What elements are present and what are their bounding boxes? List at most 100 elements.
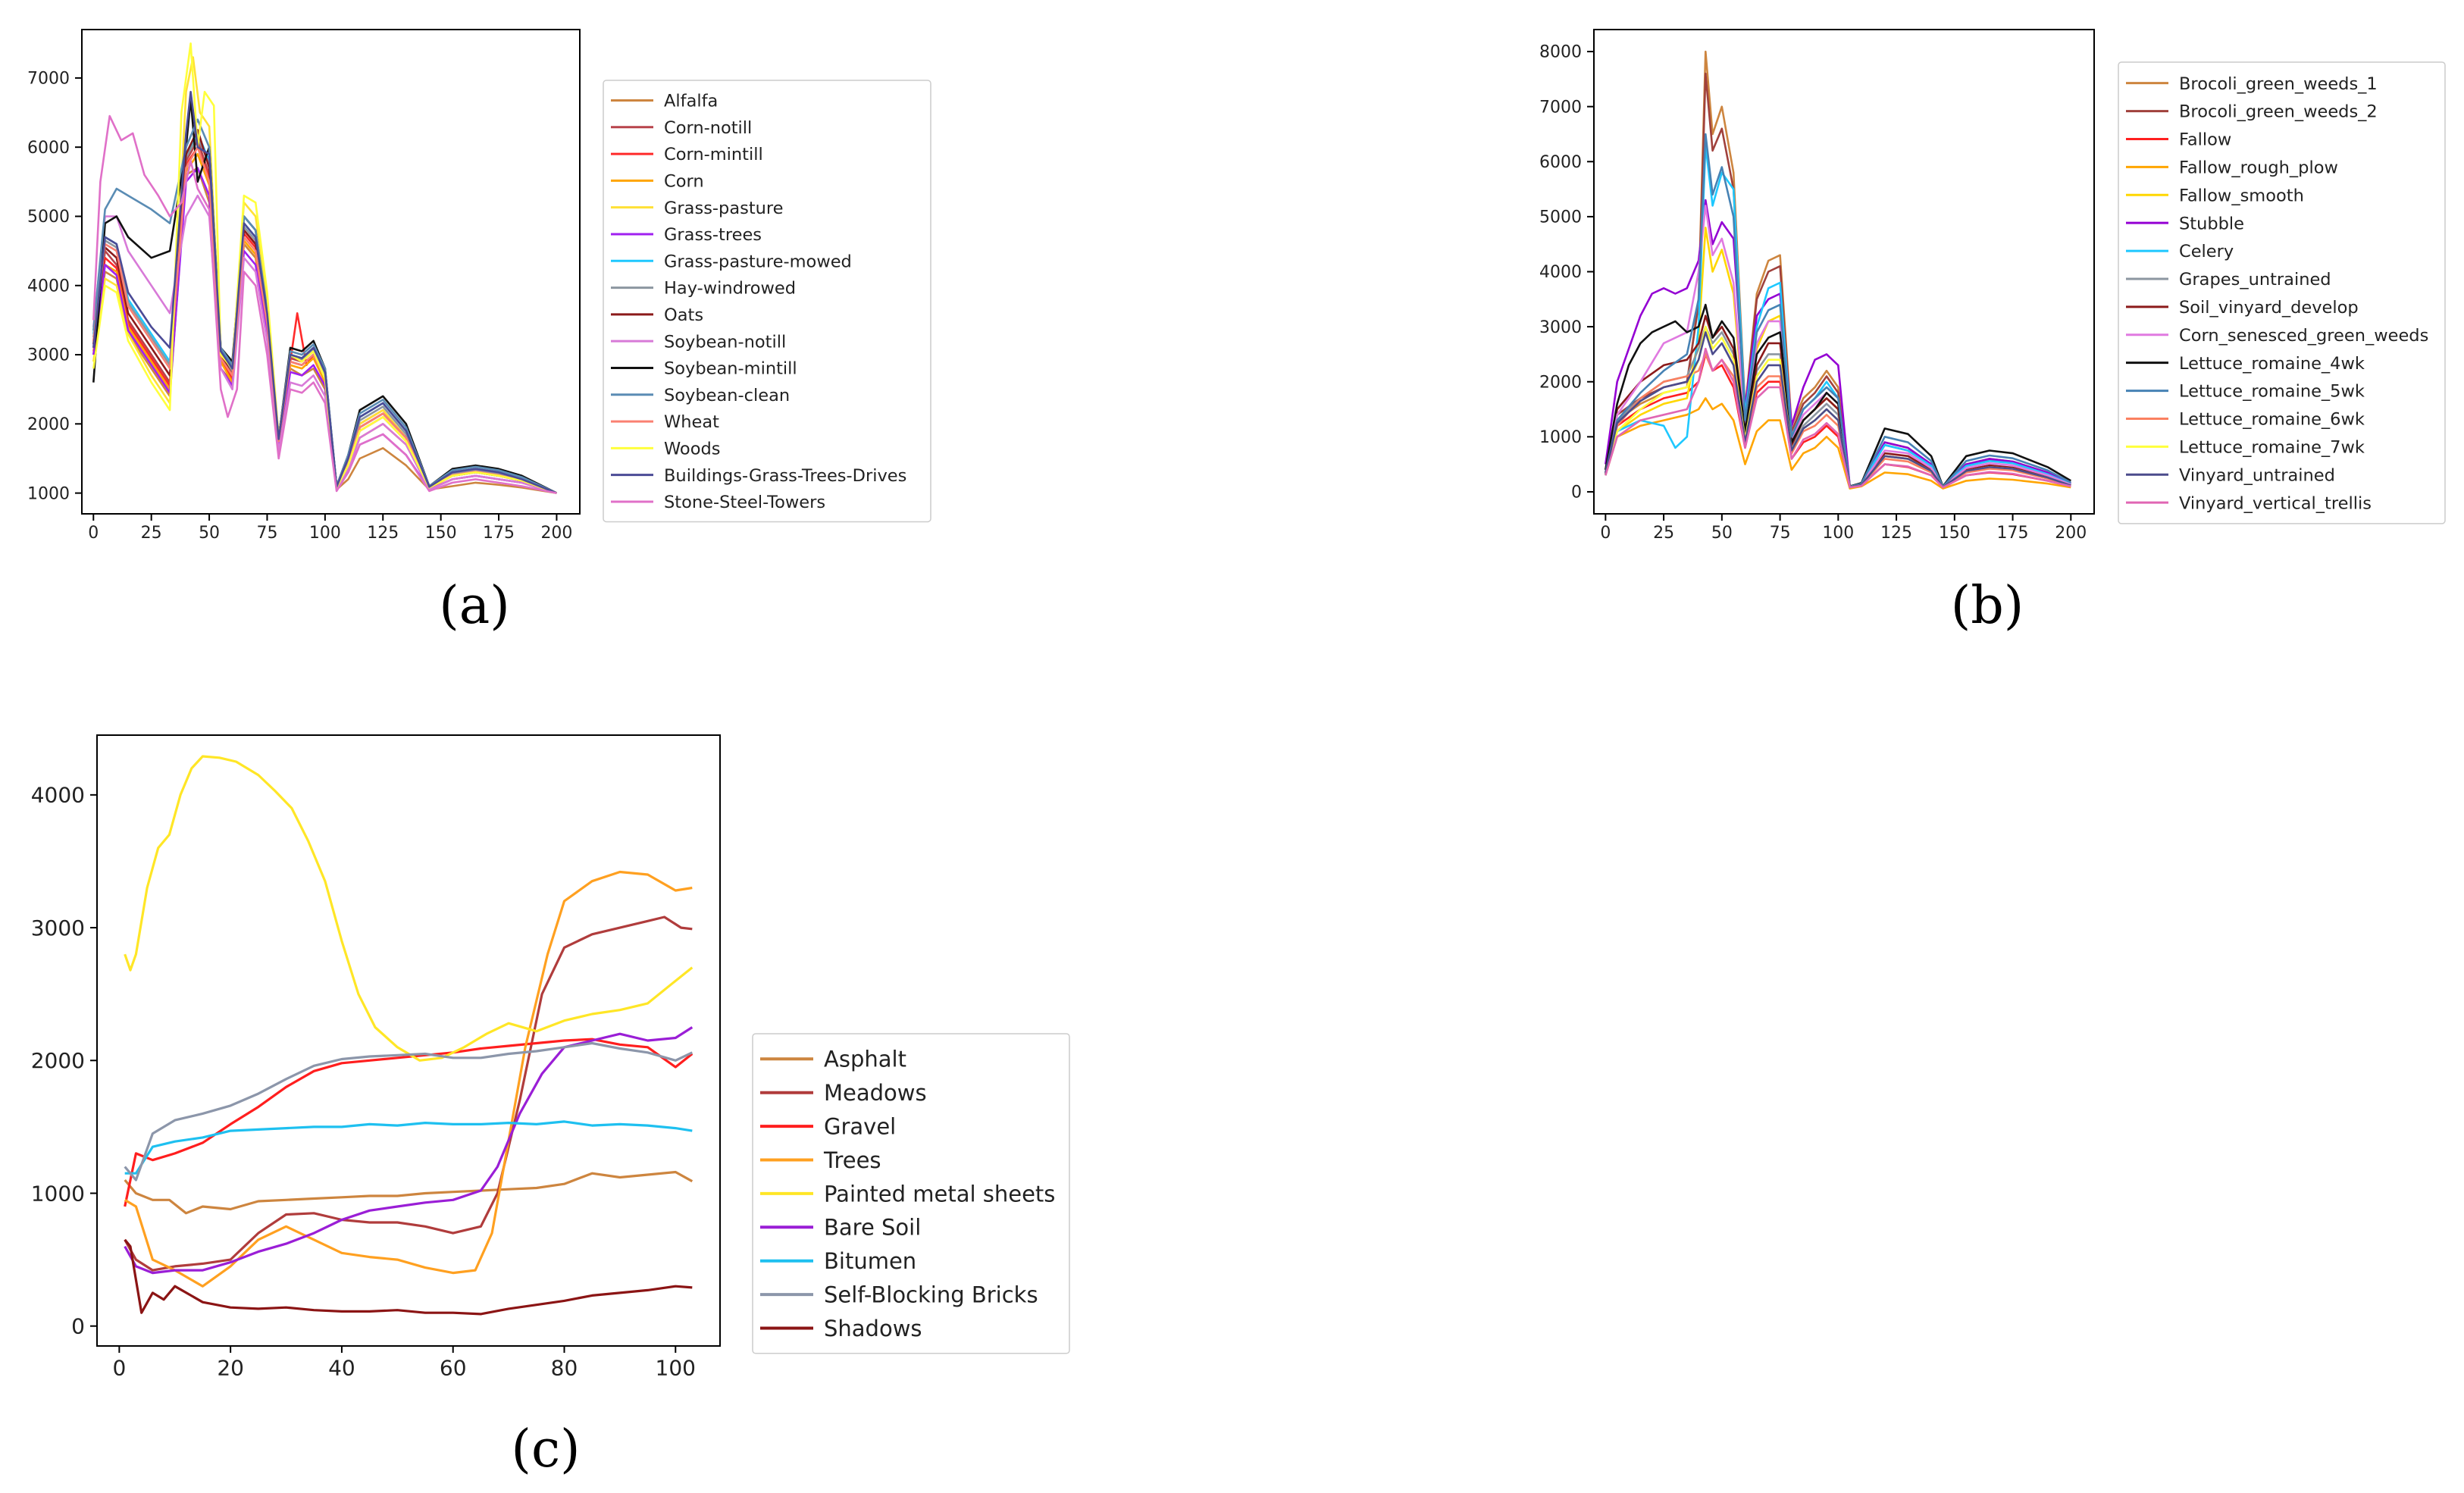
legend-label: Lettuce_romaine_6wk xyxy=(2179,410,2365,430)
legend-label: Wheat xyxy=(664,412,719,432)
y-tick-label: 5000 xyxy=(27,208,70,227)
legend-label: Self-Blocking Bricks xyxy=(824,1282,1038,1308)
legend-label: Soybean-clean xyxy=(664,386,790,405)
x-tick-label: 125 xyxy=(1880,524,1912,543)
chart-panel-a: 0 25 50 75 100 125 150 175 200 1000 2000 3000 4000 50… xyxy=(27,29,931,543)
y-tick-label: 0 xyxy=(1571,484,1582,502)
legend-label: Grass-pasture xyxy=(664,199,784,218)
plot-area xyxy=(96,734,721,1347)
legend-label: Stone-Steel-Towers xyxy=(664,493,825,512)
legend-label: Lettuce_romaine_4wk xyxy=(2179,354,2365,374)
legend-label: Woods xyxy=(664,439,720,459)
y-tick-label: 5000 xyxy=(1539,208,1582,227)
legend-label: Celery xyxy=(2179,242,2234,261)
series-group xyxy=(92,42,557,494)
legend-label: Soil_vinyard_develop xyxy=(2179,298,2359,318)
legend-label: Corn xyxy=(664,171,704,191)
x-tick-label: 100 xyxy=(1822,524,1854,543)
legend-label: Corn-notill xyxy=(664,118,752,138)
legend-label: Corn_senesced_green_weeds xyxy=(2179,326,2428,346)
legend-label: Fallow xyxy=(2179,130,2231,150)
x-tick-label: 0 xyxy=(1600,524,1611,543)
series-line xyxy=(1605,133,2071,488)
panel-label-a: (a) xyxy=(439,576,510,636)
y-tick-label: 3000 xyxy=(31,916,85,941)
x-tick-label: 75 xyxy=(256,524,277,543)
x-tick-label: 0 xyxy=(112,1355,126,1380)
legend-label: Soybean-notill xyxy=(664,332,786,352)
x-tick-label: 175 xyxy=(483,524,515,543)
x-tick-label: 40 xyxy=(328,1355,355,1380)
series-group xyxy=(124,755,693,1316)
legend-label: Vinyard_vertical_trellis xyxy=(2179,493,2372,513)
series-line xyxy=(124,1238,693,1316)
panel-label-c: (c) xyxy=(511,1419,580,1479)
series-line xyxy=(1605,347,2071,489)
legend-label: Brocoli_green_weeds_1 xyxy=(2179,74,2378,94)
legend-label: Gravel xyxy=(824,1114,896,1140)
legend-label: Bitumen xyxy=(824,1248,916,1274)
y-tick-label: 4000 xyxy=(27,277,70,296)
x-tick-label: 150 xyxy=(1939,524,1971,543)
legend-label: Corn-mintill xyxy=(664,145,763,164)
series-line xyxy=(124,1041,693,1182)
x-tick-label: 200 xyxy=(2055,524,2087,543)
x-tick-label: 100 xyxy=(656,1355,696,1380)
legend-label: Grass-pasture-mowed xyxy=(664,252,852,271)
series-line xyxy=(124,870,693,1288)
legend-box xyxy=(752,1033,1070,1354)
series-line xyxy=(124,916,693,1272)
legend-label: Vinyard_untrained xyxy=(2179,465,2335,485)
x-tick-label: 100 xyxy=(309,524,341,543)
series-line xyxy=(124,1120,693,1175)
series-line xyxy=(92,194,557,494)
y-tick-label: 3000 xyxy=(27,346,70,365)
y-tick-label: 8000 xyxy=(1539,43,1582,62)
x-tick-label: 20 xyxy=(217,1355,244,1380)
y-tick-label: 7000 xyxy=(1539,98,1582,117)
legend-label: Trees xyxy=(823,1147,881,1173)
chart-panel-c: 0 20 40 60 80 10001000200030004000AsphaltMead… xyxy=(31,734,1070,1380)
series-line xyxy=(92,114,557,494)
legend-label: Oats xyxy=(664,305,703,325)
y-tick-label: 1000 xyxy=(1539,428,1582,447)
legend-label: Fallow_smooth xyxy=(2179,186,2304,205)
series-line xyxy=(1605,397,2071,490)
y-tick-label: 6000 xyxy=(27,139,70,158)
legend-label: Brocoli_green_weeds_2 xyxy=(2179,102,2378,122)
y-tick-label: 3000 xyxy=(1539,318,1582,337)
x-tick-label: 0 xyxy=(88,524,99,543)
legend-box xyxy=(603,80,931,523)
y-tick-label: 2000 xyxy=(27,415,70,434)
legend-label: Lettuce_romaine_5wk xyxy=(2179,382,2365,402)
x-tick-label: 125 xyxy=(367,524,399,543)
legend-label: Shadows xyxy=(824,1316,922,1341)
x-tick-label: 25 xyxy=(1653,524,1674,543)
legend-label: Grass-trees xyxy=(664,225,762,245)
x-tick-label: 25 xyxy=(141,524,162,543)
x-tick-label: 50 xyxy=(199,524,220,543)
legend-box xyxy=(2118,61,2446,524)
series-line xyxy=(124,1038,693,1207)
legend-label: Soybean-mintill xyxy=(664,359,797,379)
legend-label: Lettuce_romaine_7wk xyxy=(2179,437,2365,457)
x-tick-label: 80 xyxy=(551,1355,578,1380)
y-tick-label: 4000 xyxy=(1539,263,1582,282)
legend-label: Hay-windrowed xyxy=(664,279,796,299)
legend-label: Stubble xyxy=(2179,214,2244,233)
y-tick-label: 6000 xyxy=(1539,153,1582,172)
chart-panel-b: 0 25 50 75 100 125 150 175 200010002000300040005… xyxy=(1539,29,2446,543)
y-tick-label: 1000 xyxy=(27,484,70,503)
x-tick-label: 150 xyxy=(425,524,457,543)
legend-label: Asphalt xyxy=(824,1047,906,1072)
legend-label: Meadows xyxy=(824,1080,927,1106)
legend-label: Alfalfa xyxy=(664,92,718,111)
series-line xyxy=(124,1026,693,1275)
series-line xyxy=(92,90,557,494)
y-tick-label: 4000 xyxy=(31,783,85,808)
legend-label: Fallow_rough_plow xyxy=(2179,158,2338,177)
y-tick-label: 7000 xyxy=(27,70,70,89)
series-group xyxy=(1605,50,2071,490)
y-tick-label: 2000 xyxy=(31,1048,85,1073)
